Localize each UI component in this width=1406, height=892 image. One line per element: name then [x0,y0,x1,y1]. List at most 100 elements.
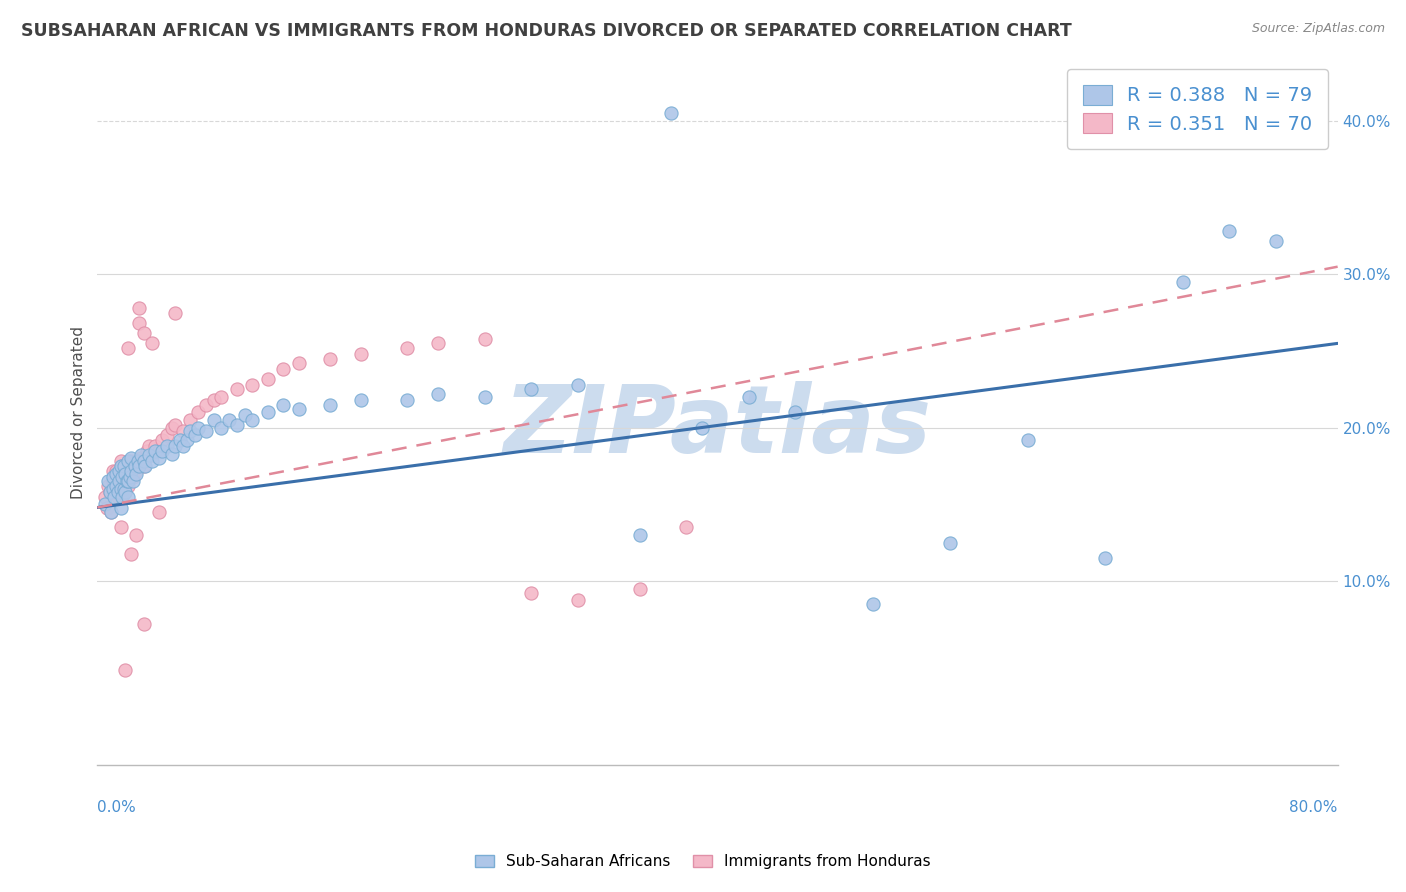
Point [1218,224,1240,238]
Point [187,405,209,419]
Point [184,428,207,442]
Point [143,443,166,458]
Point [101,485,124,500]
Point [103,490,125,504]
Point [117,454,139,468]
Point [117,341,139,355]
Point [104,467,127,481]
Point [143,439,166,453]
Point [273,398,295,412]
Point [114,467,136,481]
Point [225,417,247,432]
Point [1094,551,1116,566]
Text: ZIPatlas: ZIPatlas [503,381,932,473]
Point [319,351,342,366]
Point [115,475,138,489]
Point [520,586,543,600]
Point [148,443,170,458]
Point [396,393,419,408]
Point [1171,275,1194,289]
Point [120,454,142,468]
Point [474,332,496,346]
Point [138,439,160,453]
Point [179,413,201,427]
Point [257,405,280,419]
Point [114,485,136,500]
Point [141,454,163,468]
Point [156,428,179,442]
Point [108,470,131,484]
Point [172,424,194,438]
Point [110,459,132,474]
Point [160,447,183,461]
Point [288,402,311,417]
Point [111,490,134,504]
Point [125,528,148,542]
Point [118,467,141,481]
Point [202,393,225,408]
Point [156,439,179,453]
Text: 80.0%: 80.0% [1289,800,1337,815]
Point [125,467,148,481]
Point [107,485,129,500]
Point [114,663,136,677]
Point [94,498,117,512]
Point [120,547,142,561]
Point [690,421,713,435]
Point [96,500,118,515]
Point [152,443,174,458]
Point [110,482,132,496]
Point [427,387,450,401]
Point [97,479,120,493]
Point [194,424,217,438]
Point [163,439,186,453]
Point [567,377,589,392]
Point [124,459,146,474]
Point [132,459,155,474]
Point [939,536,962,550]
Point [120,464,142,478]
Point [104,464,127,478]
Legend: Sub-Saharan Africans, Immigrants from Honduras: Sub-Saharan Africans, Immigrants from Ho… [470,848,936,875]
Point [138,448,160,462]
Point [169,433,191,447]
Point [163,417,186,432]
Point [257,372,280,386]
Point [242,413,264,427]
Point [132,617,155,632]
Point [97,475,120,489]
Point [110,520,132,534]
Point [862,597,884,611]
Point [110,490,132,504]
Point [128,301,150,315]
Point [427,336,450,351]
Point [225,383,247,397]
Point [115,475,138,489]
Point [141,336,163,351]
Point [520,383,543,397]
Point [567,592,589,607]
Point [118,470,141,484]
Point [163,306,186,320]
Point [101,464,124,478]
Point [104,479,127,493]
Point [114,485,136,500]
Point [125,464,148,478]
Point [350,347,373,361]
Point [202,413,225,427]
Point [98,485,121,500]
Point [107,490,129,504]
Point [117,475,139,489]
Point [675,520,697,534]
Point [94,490,117,504]
Point [136,443,159,458]
Point [110,454,132,468]
Text: SUBSAHARAN AFRICAN VS IMMIGRANTS FROM HONDURAS DIVORCED OR SEPARATED CORRELATION: SUBSAHARAN AFRICAN VS IMMIGRANTS FROM HO… [21,22,1071,40]
Point [1264,234,1286,248]
Legend: R = 0.388   N = 79, R = 0.351   N = 70: R = 0.388 N = 79, R = 0.351 N = 70 [1067,70,1327,149]
Point [101,482,124,496]
Point [659,106,682,120]
Point [124,459,146,474]
Point [100,505,122,519]
Point [117,490,139,504]
